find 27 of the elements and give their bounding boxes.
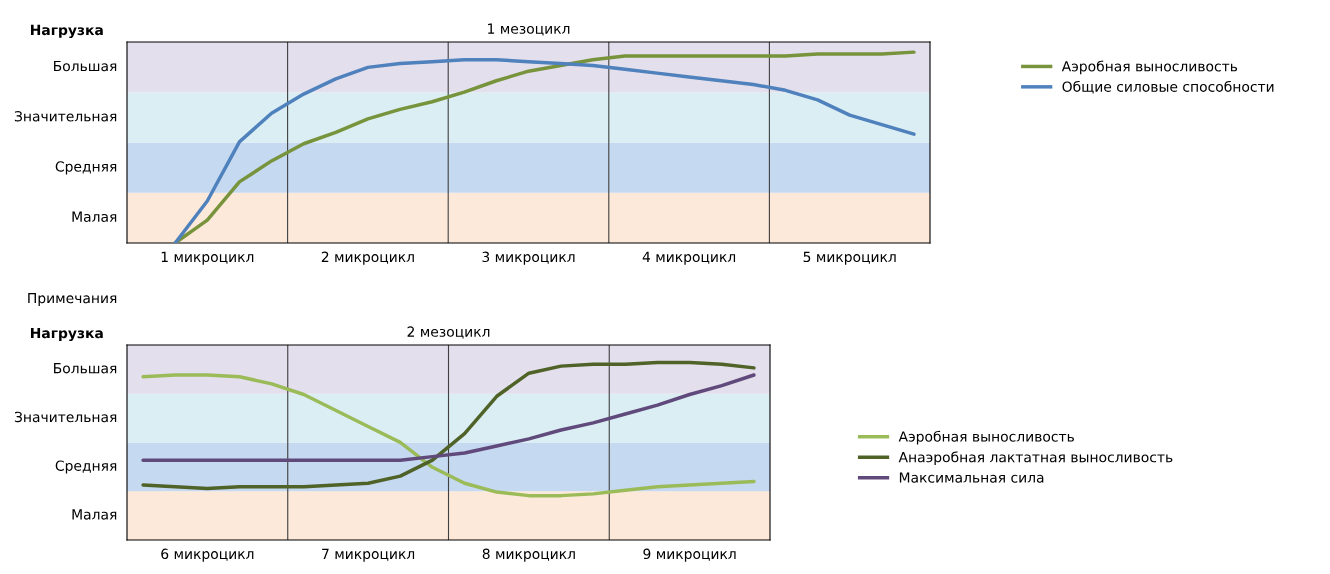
x-tick-label: 1 микроцикл xyxy=(161,251,254,265)
y-axis-title: Нагрузка xyxy=(30,24,103,38)
x-tick-label: 8 микроцикл xyxy=(482,548,575,562)
band-label: Средняя xyxy=(55,460,117,474)
band-label: Большая xyxy=(54,60,117,72)
legend-label: Максимальная сила xyxy=(899,472,1044,483)
band-label: Средняя xyxy=(55,161,117,175)
band-label: Большая xyxy=(54,363,117,374)
band-label: Малая xyxy=(72,211,117,222)
x-tick-label: 6 микроцикл xyxy=(161,548,254,562)
x-tick-label: 7 микроцикл xyxy=(322,548,415,562)
legend-label: Аэробная выносливость xyxy=(1061,60,1238,75)
legend-label: Анаэробная лактатная выносливость xyxy=(898,451,1173,466)
band-label: Малая xyxy=(72,509,117,520)
x-tick-label: 5 микроцикл xyxy=(803,251,896,265)
chart-title: 2 мезоцикл xyxy=(407,326,490,339)
legend-label: Общие силовые способности xyxy=(1062,80,1274,94)
x-tick-label: 3 микроцикл xyxy=(482,251,575,265)
x-tick-label: 4 микроцикл xyxy=(642,251,736,265)
text: Примечания xyxy=(28,292,117,306)
legend-label: Аэробная выносливость xyxy=(898,430,1074,445)
band-label: Значительная xyxy=(14,111,117,122)
band-label: Значительная xyxy=(14,411,117,423)
y-axis-title: Нагрузка xyxy=(30,327,103,342)
x-tick-label: 9 микроцикл xyxy=(643,548,736,562)
chart-title: 1 мезоцикл xyxy=(488,23,570,36)
x-tick-label: 2 микроцикл xyxy=(321,251,414,265)
